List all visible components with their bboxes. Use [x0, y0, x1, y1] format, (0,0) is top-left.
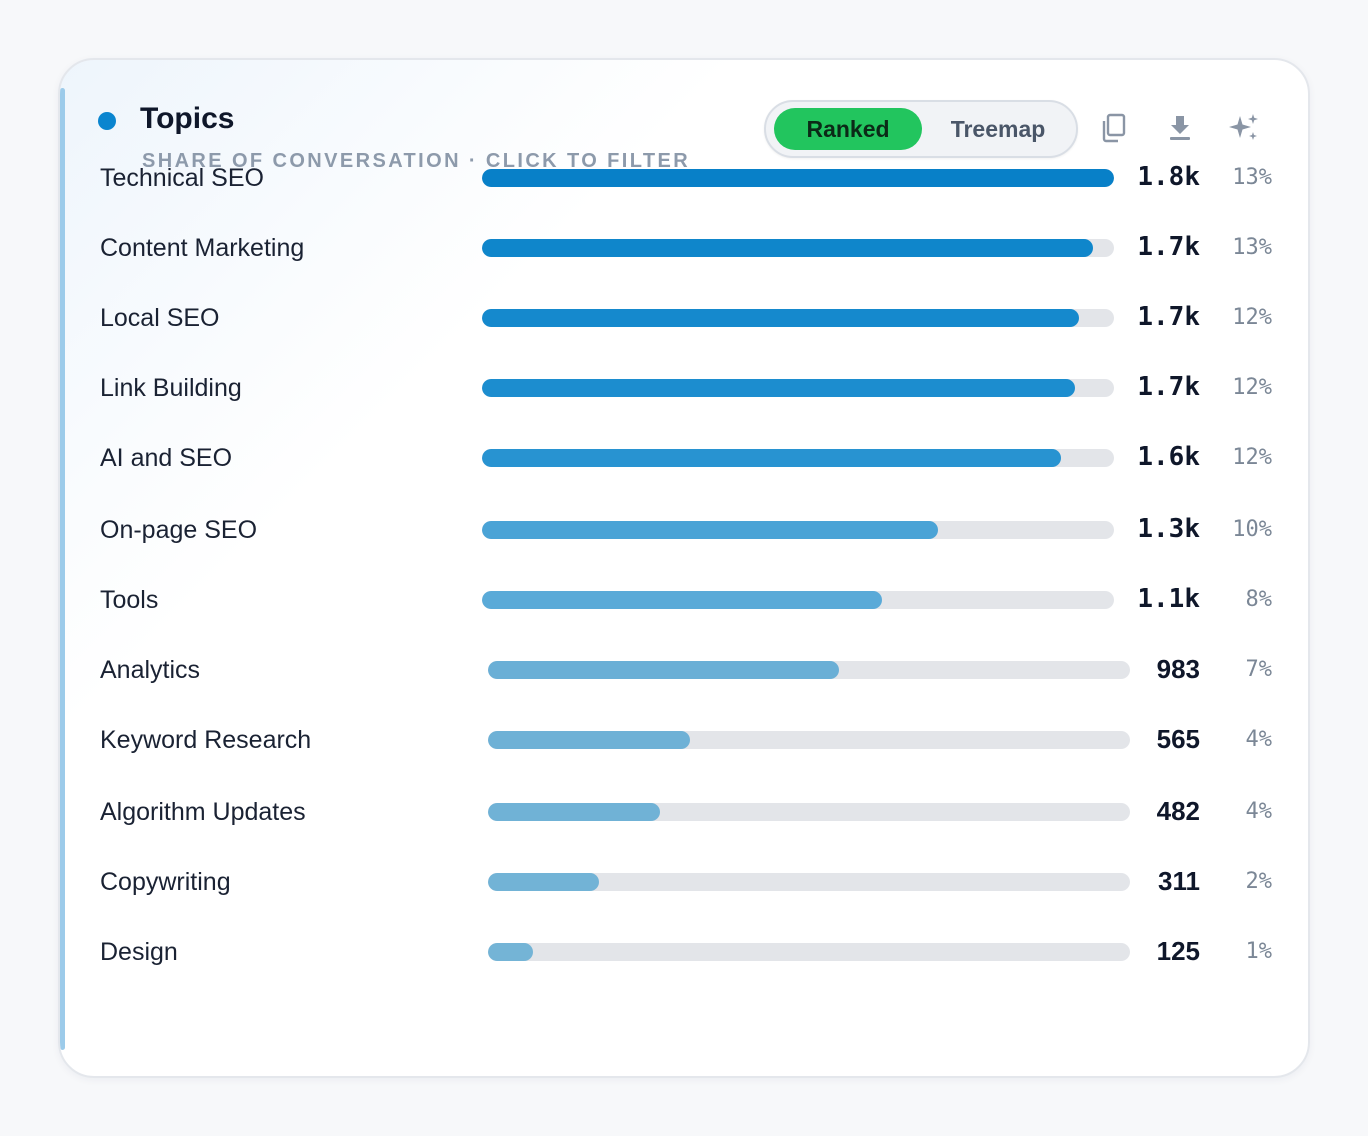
topic-label: Local SEO — [100, 304, 220, 332]
copy-button[interactable] — [1096, 110, 1132, 146]
bar-fill — [482, 169, 1114, 187]
bar-track — [482, 239, 1114, 257]
topic-value: 1.3k — [1137, 514, 1200, 544]
download-icon — [1170, 116, 1190, 140]
topic-value: 1.1k — [1137, 584, 1200, 614]
ranked-toggle-button[interactable]: Ranked — [774, 108, 922, 150]
bar-track — [482, 309, 1114, 327]
bar-track — [482, 591, 1114, 609]
topic-percent: 4% — [1245, 799, 1273, 824]
treemap-toggle-button[interactable]: Treemap — [950, 115, 1046, 142]
bar-fill — [488, 731, 690, 749]
bar-track — [482, 449, 1114, 467]
topic-row[interactable]: Content Marketing 1.7k 13% — [60, 228, 1308, 268]
topic-row[interactable]: Technical SEO 1.8k 13% — [60, 158, 1308, 198]
topic-value: 565 — [1156, 724, 1200, 754]
topic-label: Link Building — [100, 374, 242, 402]
topic-label: Algorithm Updates — [100, 798, 306, 826]
topic-row[interactable]: Link Building 1.7k 12% — [60, 368, 1308, 408]
topic-percent: 1% — [1245, 939, 1273, 964]
topic-value: 1.7k — [1137, 372, 1200, 402]
topic-value: 125 — [1156, 936, 1200, 966]
topic-value: 983 — [1156, 654, 1200, 684]
bar-fill — [482, 449, 1061, 467]
topic-percent: 2% — [1245, 869, 1273, 894]
download-button[interactable] — [1162, 110, 1198, 146]
topic-value: 1.8k — [1137, 162, 1200, 192]
bar-fill — [488, 803, 660, 821]
topic-value: 482 — [1156, 796, 1200, 826]
bar-track — [482, 169, 1114, 187]
topic-label: Analytics — [100, 656, 201, 684]
topic-value: 1.6k — [1137, 442, 1200, 472]
topic-percent: 13% — [1232, 165, 1272, 190]
bar-fill — [482, 591, 882, 609]
bar-track — [488, 661, 1130, 679]
topic-row[interactable]: Analytics 983 7% — [60, 650, 1308, 690]
topic-label: Tools — [100, 586, 159, 614]
topic-percent: 12% — [1232, 305, 1272, 330]
topic-row[interactable]: Copywriting 311 2% — [60, 862, 1308, 902]
topic-label: Technical SEO — [100, 164, 264, 192]
topic-row[interactable]: Local SEO 1.7k 12% — [60, 298, 1308, 338]
topic-row[interactable]: Tools 1.1k 8% — [60, 580, 1308, 620]
topic-label: Copywriting — [100, 868, 231, 896]
bar-fill — [488, 943, 533, 961]
topic-value: 1.7k — [1137, 302, 1200, 332]
topic-percent: 7% — [1245, 657, 1273, 682]
bar-fill — [488, 873, 599, 891]
bar-track — [482, 379, 1114, 397]
topic-percent: 4% — [1245, 727, 1273, 752]
topic-label: Design — [100, 938, 178, 966]
topic-percent: 8% — [1245, 587, 1273, 612]
bar-track — [488, 943, 1130, 961]
topic-percent: 13% — [1232, 235, 1272, 260]
topic-row[interactable]: AI and SEO 1.6k 12% — [60, 438, 1308, 478]
topic-label: Keyword Research — [100, 726, 312, 754]
bar-track — [488, 803, 1130, 821]
topic-row[interactable]: On-page SEO 1.3k 10% — [60, 510, 1308, 550]
title-dot — [98, 112, 116, 130]
copy-icon — [1102, 113, 1126, 143]
card-subtitle: SHARE OF CONVERSATION · CLICK TO FILTER — [142, 150, 691, 172]
topic-row[interactable]: Algorithm Updates 482 4% — [60, 792, 1308, 832]
topic-label: Content Marketing — [100, 234, 305, 262]
topic-label: AI and SEO — [100, 444, 233, 472]
topic-percent: 12% — [1232, 445, 1272, 470]
topic-percent: 12% — [1232, 375, 1272, 400]
view-toggle: Ranked Treemap — [764, 100, 1078, 158]
topics-card: Topics SHARE OF CONVERSATION · CLICK TO … — [58, 58, 1310, 1078]
bar-fill — [482, 379, 1075, 397]
topic-value: 311 — [1158, 866, 1200, 896]
bar-fill — [482, 309, 1079, 327]
card-title: Topics — [140, 102, 235, 135]
topic-row[interactable]: Keyword Research 565 4% — [60, 720, 1308, 760]
bar-fill — [488, 661, 839, 679]
bar-track — [488, 873, 1130, 891]
bar-track — [488, 731, 1130, 749]
topic-row[interactable]: Design 125 1% — [60, 932, 1308, 972]
topic-value: 1.7k — [1137, 232, 1200, 262]
ai-insights-button[interactable] — [1226, 110, 1262, 146]
sparkle-icon — [1229, 114, 1258, 140]
topic-percent: 10% — [1232, 517, 1272, 542]
bar-track — [482, 521, 1114, 539]
topic-label: On-page SEO — [100, 516, 258, 544]
accent-bar — [60, 88, 65, 1050]
bar-fill — [482, 521, 938, 539]
bar-fill — [482, 239, 1093, 257]
